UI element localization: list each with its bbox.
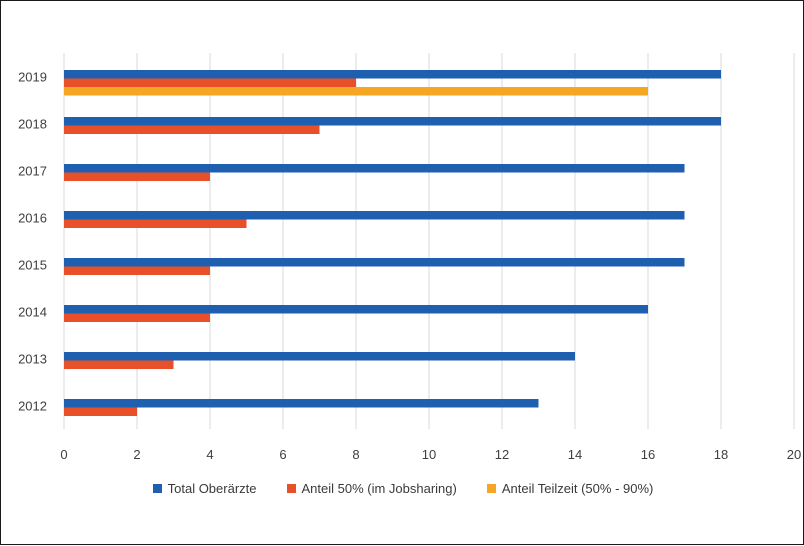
bar-2014-series-1 — [64, 314, 210, 323]
x-tick-label-16: 16 — [641, 447, 655, 462]
bar-2017-series-0 — [64, 164, 685, 173]
bar-2015-series-0 — [64, 258, 685, 267]
legend-swatch-total — [153, 484, 162, 493]
x-tick-label-12: 12 — [495, 447, 509, 462]
bar-2019-series-0 — [64, 70, 721, 79]
bar-2013-series-1 — [64, 361, 174, 370]
x-tick-label-8: 8 — [352, 447, 359, 462]
y-tick-label-2016: 2016 — [18, 211, 47, 226]
x-tick-label-10: 10 — [422, 447, 436, 462]
bar-2018-series-1 — [64, 126, 320, 135]
x-tick-label-18: 18 — [714, 447, 728, 462]
legend-label-teilzeit: Anteil Teilzeit (50% - 90%) — [502, 481, 654, 496]
x-tick-label-6: 6 — [279, 447, 286, 462]
y-tick-label-2014: 2014 — [18, 305, 47, 320]
bar-2019-series-2 — [64, 87, 648, 96]
y-tick-label-2018: 2018 — [18, 117, 47, 132]
legend-label-total: Total Oberärzte — [168, 481, 257, 496]
legend: Total Oberärzte Anteil 50% (im Jobsharin… — [1, 481, 804, 496]
x-tick-label-4: 4 — [206, 447, 213, 462]
x-tick-label-2: 2 — [133, 447, 140, 462]
y-tick-label-2012: 2012 — [18, 399, 47, 414]
bar-2012-series-1 — [64, 408, 137, 417]
bar-2012-series-0 — [64, 399, 539, 408]
bar-2016-series-1 — [64, 220, 247, 229]
bar-2016-series-0 — [64, 211, 685, 220]
bar-2014-series-0 — [64, 305, 648, 314]
y-tick-label-2019: 2019 — [18, 70, 47, 85]
y-tick-label-2013: 2013 — [18, 352, 47, 367]
bar-2018-series-0 — [64, 117, 721, 126]
x-tick-label-20: 20 — [787, 447, 801, 462]
legend-item-teilzeit: Anteil Teilzeit (50% - 90%) — [487, 481, 654, 496]
legend-swatch-jobsharing — [287, 484, 296, 493]
bar-2013-series-0 — [64, 352, 575, 361]
bar-2017-series-1 — [64, 173, 210, 182]
bar-2019-series-1 — [64, 79, 356, 88]
legend-item-jobsharing: Anteil 50% (im Jobsharing) — [287, 481, 457, 496]
legend-item-total: Total Oberärzte — [153, 481, 257, 496]
bar-2015-series-1 — [64, 267, 210, 276]
y-tick-label-2017: 2017 — [18, 164, 47, 179]
x-tick-label-14: 14 — [568, 447, 582, 462]
legend-label-jobsharing: Anteil 50% (im Jobsharing) — [302, 481, 457, 496]
legend-swatch-teilzeit — [487, 484, 496, 493]
x-tick-label-0: 0 — [60, 447, 67, 462]
y-tick-label-2015: 2015 — [18, 258, 47, 273]
